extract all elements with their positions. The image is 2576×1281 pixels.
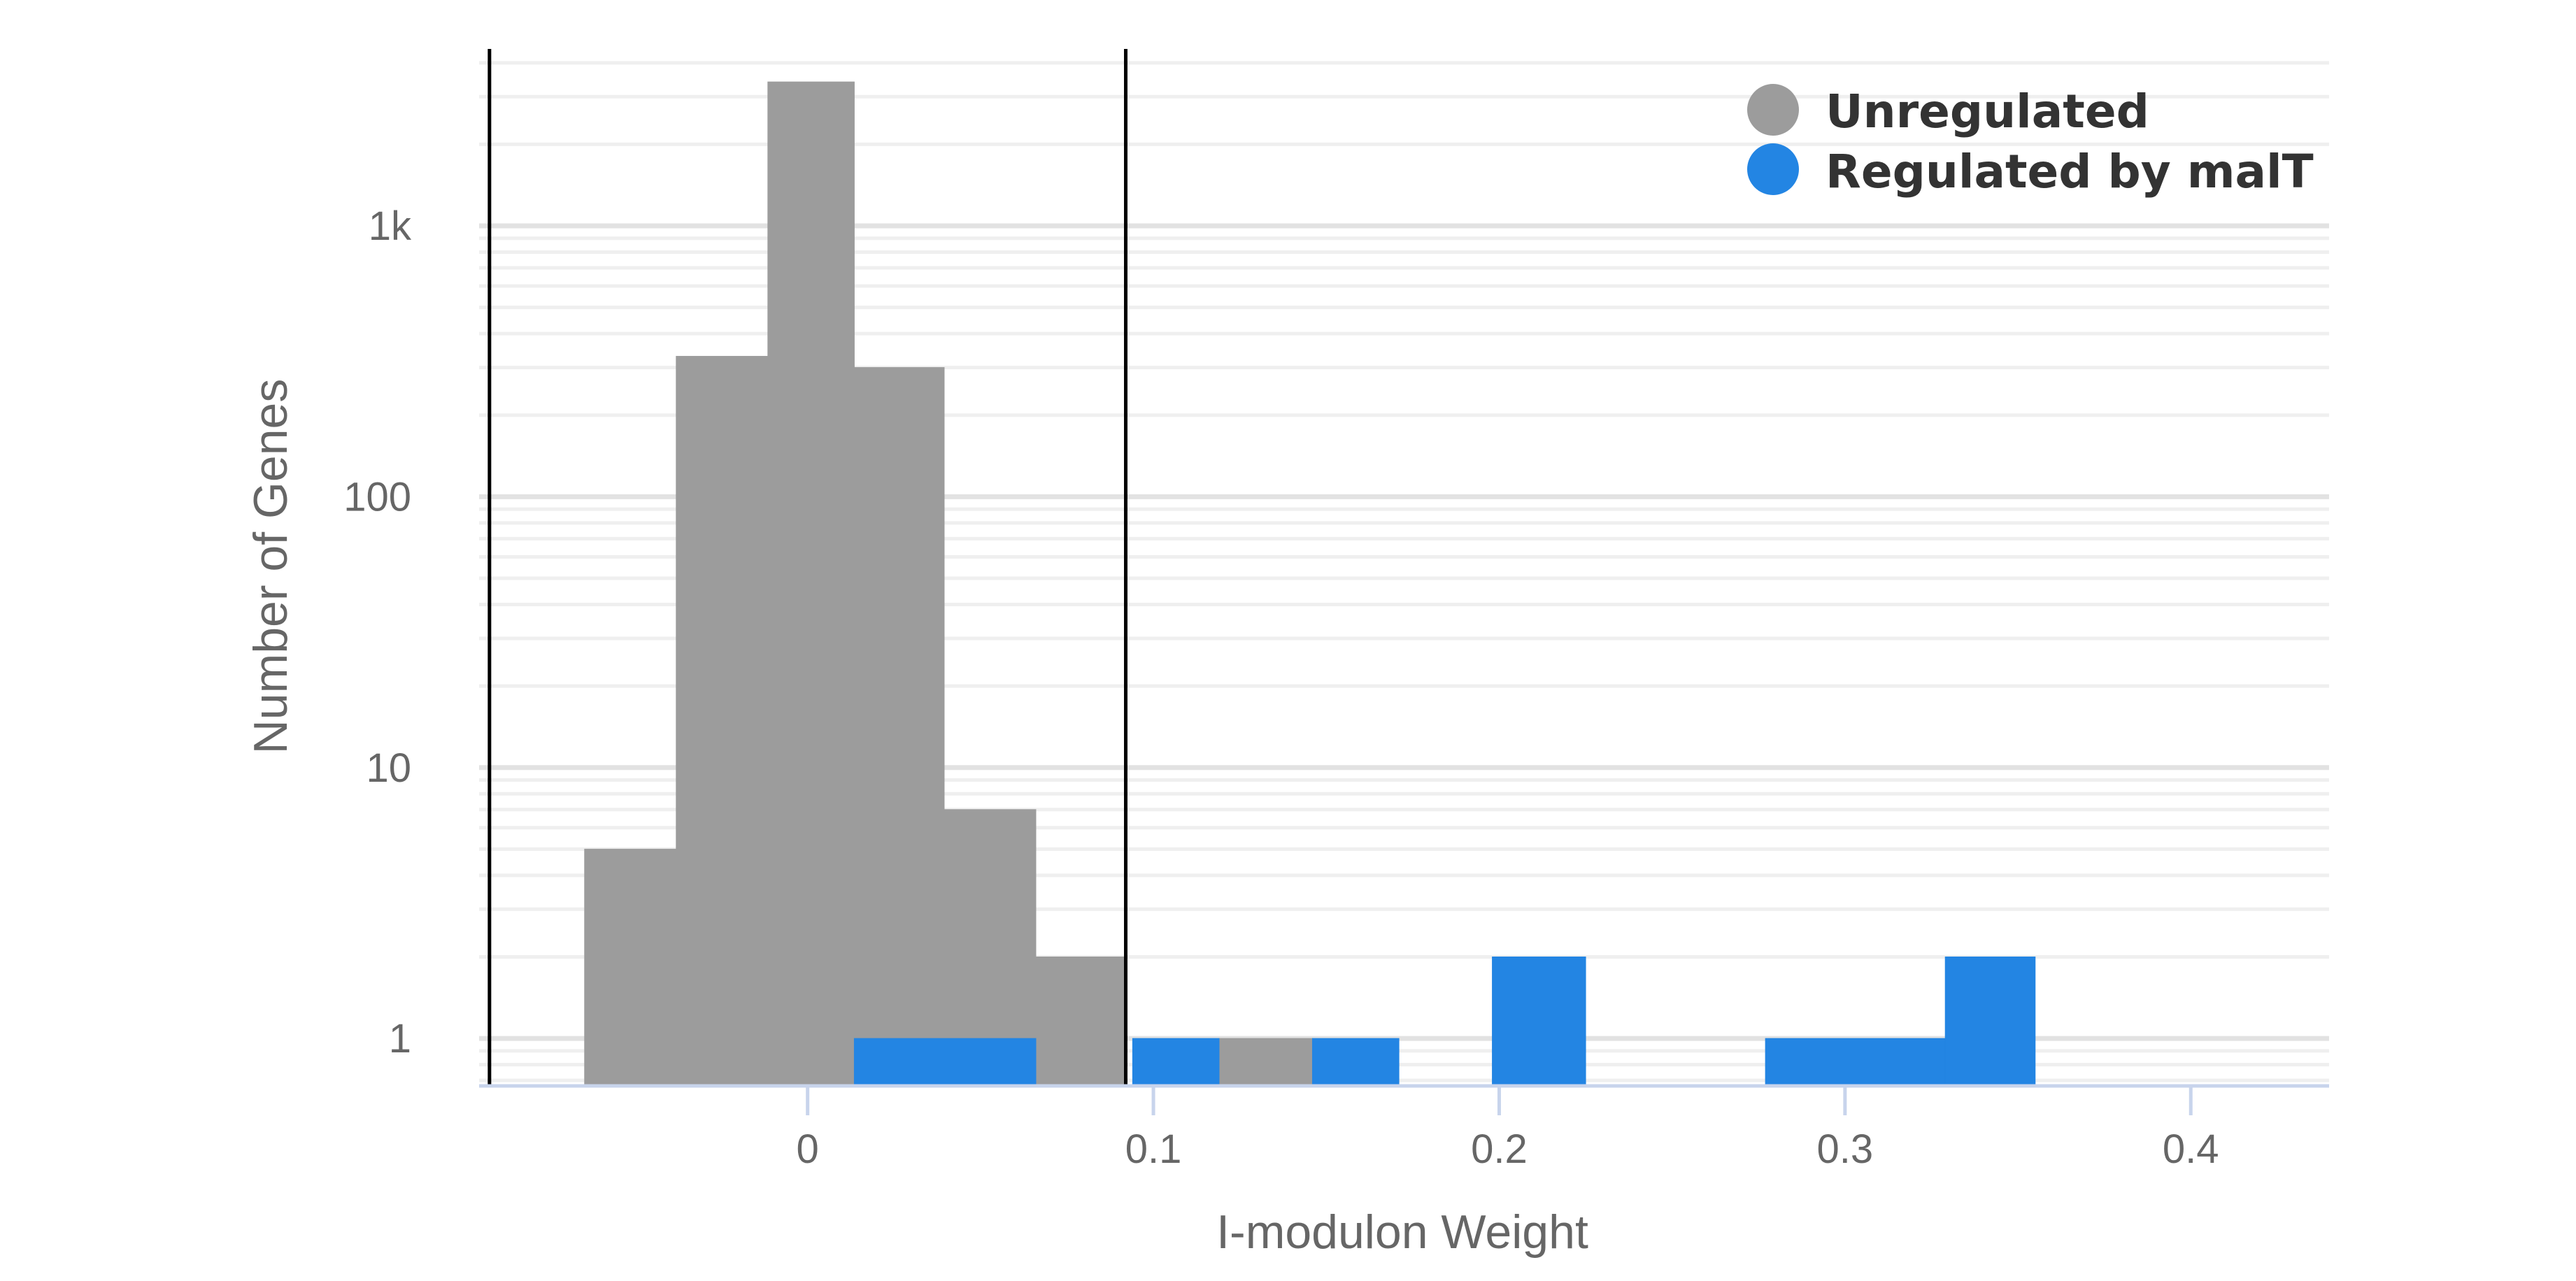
x-axis-title: I-modulon Weight [1216,1205,1588,1259]
threshold-lines [488,49,1128,1087]
x-tick-label: 0.1 [1125,1126,1182,1172]
legend-marker-regulated [1747,143,1799,195]
regulated-bar [1765,1038,1946,1085]
unregulated-bar [584,848,677,1085]
x-tick-label: 0.2 [1471,1126,1528,1172]
regulated-bar [1492,957,1586,1085]
unregulated-bar [853,367,945,1085]
regulated-bar [1311,1038,1400,1085]
y-tick-label: 10 [366,745,411,791]
x-tick-label: 0 [797,1126,819,1172]
y-tick-label: 1k [369,203,412,249]
y-tick-label: 100 [343,474,411,520]
regulated-bar [853,1038,1037,1085]
legend-label-regulated: Regulated by malT [1826,145,2314,199]
unregulated-bar [1218,1038,1313,1085]
legend-label-unregulated: Unregulated [1826,85,2149,138]
axes: 0 0.1 0.2 0.3 0.4 1 10 100 1k [343,203,2329,1172]
y-axis-title: Number of Genes [244,379,297,754]
regulated-bar [1132,1038,1220,1085]
regulated-bar [1944,957,2036,1085]
x-tick-label: 0.3 [1817,1126,1874,1172]
unregulated-bar [767,81,855,1085]
legend: Unregulated Regulated by malT [1747,84,2314,199]
unregulated-bar [676,356,769,1085]
unregulated-bar [1035,957,1127,1085]
histogram-bars [584,81,2036,1085]
x-tick-label: 0.4 [2163,1126,2219,1172]
y-tick-label: 1 [389,1016,411,1061]
legend-marker-unregulated [1747,84,1799,136]
